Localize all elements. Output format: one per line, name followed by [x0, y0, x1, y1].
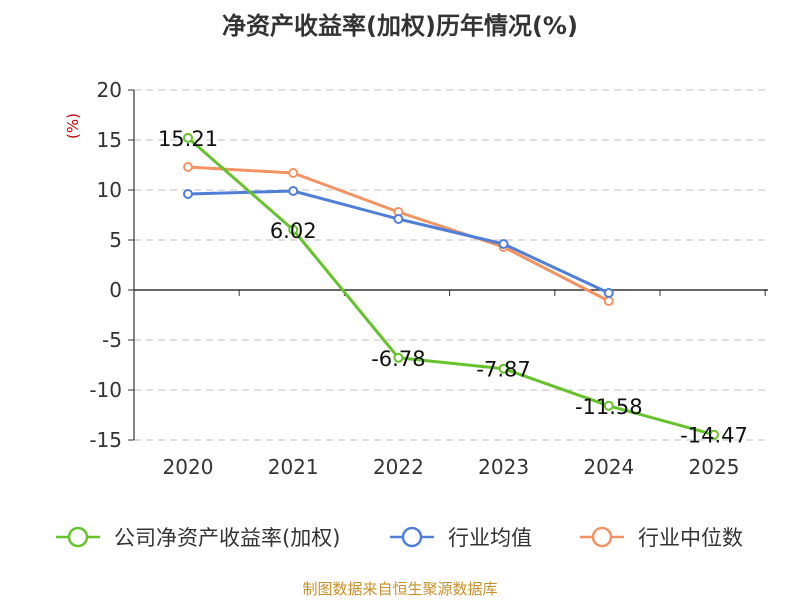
- data-point: [183, 189, 193, 199]
- data-point: [183, 162, 193, 172]
- legend-item-1[interactable]: 公司净资产收益率(加权): [56, 526, 340, 550]
- y-tick-label: 10: [97, 178, 122, 202]
- series-line: [187, 136, 715, 437]
- data-label: -7.87: [476, 358, 530, 382]
- data-point: [288, 224, 299, 235]
- y-tick-label: 15: [97, 128, 122, 152]
- series-1: [183, 132, 719, 440]
- legend-item-2[interactable]: 行业均值: [390, 526, 532, 550]
- x-tick-label: 2024: [583, 455, 634, 479]
- legend-label: 行业中位数: [638, 526, 743, 550]
- series-2: [183, 186, 614, 298]
- legend-marker-icon: [67, 526, 89, 548]
- data-label: -6.78: [371, 347, 425, 371]
- legend-item-3[interactable]: 行业中位数: [580, 526, 743, 550]
- legend-marker-icon: [401, 526, 423, 548]
- data-point: [498, 239, 509, 249]
- data-labels: 15.21 6.02 -6.78 -7.87 -11.58 -14.47: [158, 127, 748, 448]
- x-tick-label: 2023: [478, 455, 529, 479]
- data-point: [603, 288, 614, 298]
- data-point: [393, 352, 404, 363]
- data-source-note: 制图数据来自恒生聚源数据库: [302, 580, 498, 598]
- series-lines: [183, 132, 719, 440]
- y-tick-label: -5: [102, 328, 122, 352]
- legend-marker-icon: [591, 526, 613, 548]
- data-point: [288, 168, 299, 178]
- axes: 20 15 10 5 0 -5 -10 -15 2020 2021 2022 2023 2024 2025…: [64, 78, 768, 479]
- x-tick-label: 2020: [163, 455, 214, 479]
- x-tick-label: 2022: [373, 455, 424, 479]
- data-point: [603, 400, 614, 411]
- data-point: [709, 429, 719, 440]
- y-tick-label: -15: [89, 428, 122, 452]
- y-tick-label: -10: [89, 378, 122, 402]
- chart-title: 净资产收益率(加权)历年情况(%): [222, 12, 578, 40]
- y-tick-label: 20: [97, 78, 122, 102]
- data-point: [183, 132, 193, 143]
- grid-lines: [134, 89, 768, 441]
- data-point: [393, 214, 404, 224]
- data-label: 6.02: [270, 219, 317, 243]
- data-point: [288, 186, 299, 196]
- data-point: [603, 296, 614, 306]
- series-3: [183, 162, 614, 306]
- y-tick-label: 5: [109, 228, 122, 252]
- legend-label: 公司净资产收益率(加权): [114, 526, 340, 550]
- y-unit-label: (%): [64, 113, 82, 139]
- data-label: -11.58: [575, 395, 643, 419]
- data-label: -14.47: [680, 424, 748, 448]
- series-line: [187, 165, 610, 303]
- y-tick-label: 0: [109, 278, 122, 302]
- legend[interactable]: 公司净资产收益率(加权) 行业均值 行业中位数: [56, 526, 743, 550]
- x-tick-label: 2025: [689, 455, 740, 479]
- x-tick-label: 2021: [268, 455, 319, 479]
- data-point: [498, 363, 509, 374]
- data-label: 15.21: [158, 127, 218, 151]
- series-line: [187, 189, 610, 295]
- legend-label: 行业均值: [448, 526, 532, 550]
